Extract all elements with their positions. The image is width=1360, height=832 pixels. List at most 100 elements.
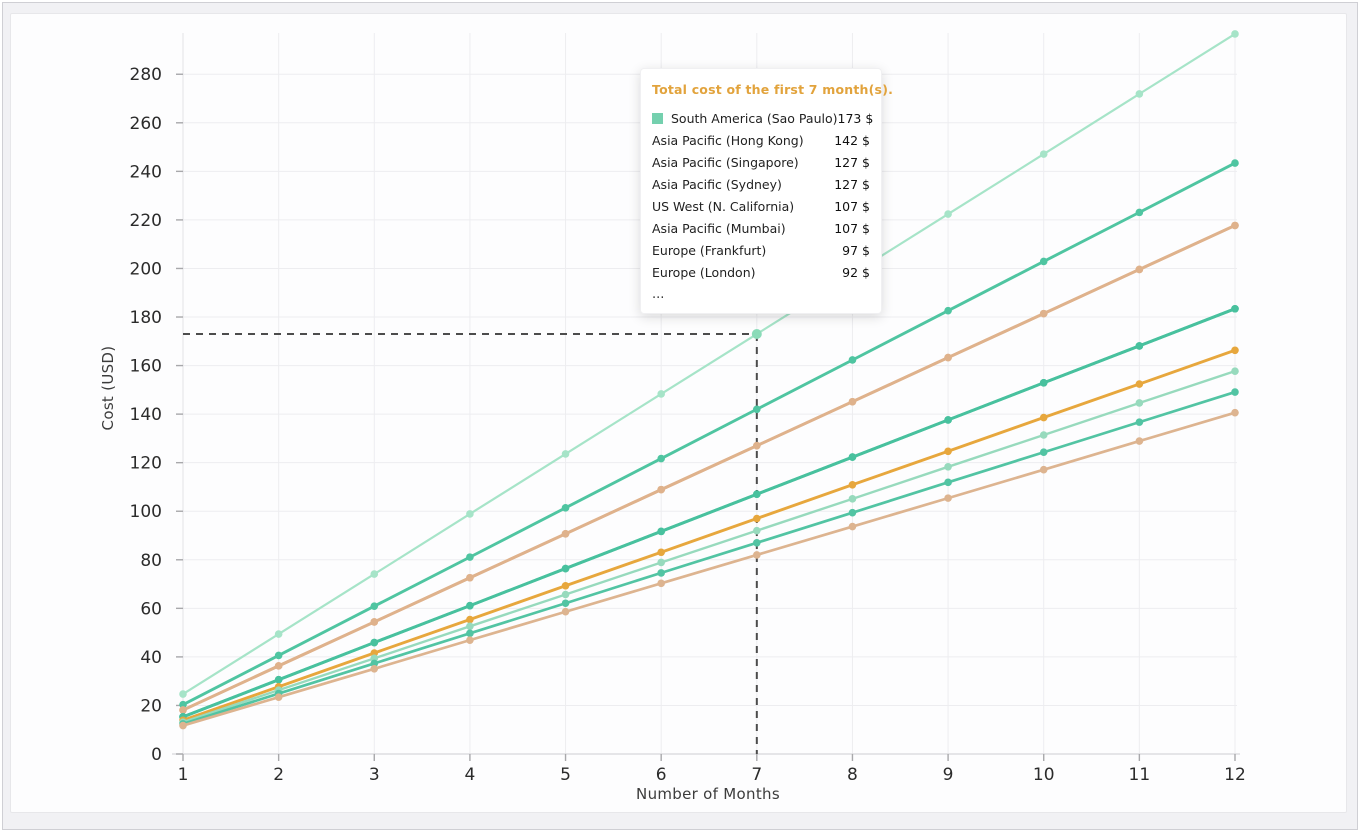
data-point[interactable] [848,480,857,489]
data-point[interactable] [561,590,570,599]
data-point[interactable] [1039,448,1048,457]
y-tick-label: 280 [130,65,162,85]
data-point[interactable] [466,510,474,518]
data-point[interactable] [944,463,952,471]
data-point[interactable] [561,607,570,616]
data-point[interactable] [944,306,952,315]
data-point[interactable] [1039,150,1048,158]
data-point[interactable] [1039,379,1048,387]
data-point[interactable] [1231,221,1239,230]
data-point[interactable] [370,638,379,647]
data-point[interactable] [179,721,187,730]
data-point[interactable] [466,615,474,624]
tooltip-title: Total cost of the first 7 month(s). [652,82,894,97]
data-point[interactable] [753,538,761,547]
data-point[interactable] [370,618,379,626]
data-point[interactable] [370,659,379,668]
data-point[interactable] [370,602,379,610]
data-point[interactable] [657,527,665,536]
data-point[interactable] [848,508,857,517]
data-point[interactable] [1039,431,1048,439]
data-point[interactable] [1039,257,1048,266]
data-point[interactable] [466,601,474,610]
y-tick-label: 80 [140,551,162,571]
data-point[interactable] [657,558,665,567]
data-point[interactable] [848,397,857,406]
series-line-3 [181,224,1237,712]
data-point[interactable] [1039,309,1048,318]
data-point[interactable] [1231,367,1239,375]
y-tick-label: 100 [130,502,162,522]
data-point[interactable] [561,581,570,590]
data-point[interactable] [1039,413,1048,422]
data-point[interactable] [179,706,187,714]
data-point[interactable] [1135,418,1144,426]
data-point[interactable] [274,693,283,701]
data-point[interactable] [657,569,665,577]
data-point[interactable] [179,700,187,709]
data-point[interactable] [370,664,379,673]
data-point[interactable] [561,450,570,458]
y-tick-label: 40 [140,648,162,668]
data-point[interactable] [466,636,474,644]
data-point[interactable] [561,599,570,608]
data-point[interactable] [1135,90,1144,98]
y-tick-label: 180 [130,308,162,328]
data-point[interactable] [848,453,857,461]
tooltip-series-label: Asia Pacific (Hong Kong) [652,132,804,148]
data-point[interactable] [657,390,665,398]
data-point[interactable] [944,353,952,362]
data-point[interactable] [466,553,474,561]
data-point[interactable] [370,570,379,578]
data-point[interactable] [561,564,570,573]
data-point[interactable] [848,495,857,503]
data-point[interactable] [466,622,474,631]
y-axis-title: Cost (USD) [99,345,117,431]
data-point[interactable] [561,504,570,512]
data-point[interactable] [561,530,570,538]
data-point[interactable] [1231,408,1239,417]
tooltip-series-value: 127 $ [834,176,870,192]
data-point[interactable] [1135,342,1144,350]
data-point[interactable] [1231,159,1239,167]
data-point[interactable] [1135,208,1144,217]
data-point[interactable] [179,690,187,698]
data-point[interactable] [753,514,761,523]
hovered-data-point[interactable] [751,329,762,340]
tooltip-row: South America (Sao Paulo) 173 $ [652,107,873,129]
data-point[interactable] [944,210,952,218]
data-point[interactable] [1231,304,1239,313]
data-point[interactable] [848,356,857,364]
data-point[interactable] [753,441,761,450]
data-point[interactable] [753,526,761,535]
data-point[interactable] [657,579,665,588]
data-point[interactable] [1231,30,1239,38]
data-point[interactable] [1135,437,1144,445]
data-point[interactable] [657,454,665,463]
tooltip-series-value: 92 $ [842,264,870,280]
data-point[interactable] [466,629,474,638]
data-point[interactable] [944,447,952,456]
data-point[interactable] [657,548,665,557]
data-point[interactable] [274,630,283,638]
data-point[interactable] [1135,265,1144,274]
data-point[interactable] [753,405,761,414]
data-point[interactable] [944,416,952,424]
data-point[interactable] [274,662,283,670]
data-point[interactable] [753,490,761,499]
data-point[interactable] [274,675,283,684]
data-point[interactable] [753,551,761,559]
data-point[interactable] [370,649,379,657]
data-point[interactable] [1039,465,1048,474]
data-point[interactable] [1231,388,1239,396]
data-point[interactable] [657,485,665,494]
data-point[interactable] [274,651,283,660]
data-point[interactable] [1231,346,1239,355]
data-point[interactable] [848,522,857,531]
data-point[interactable] [466,573,474,582]
data-point[interactable] [944,494,952,502]
data-point[interactable] [944,478,952,487]
data-point[interactable] [1135,399,1144,407]
data-point[interactable] [1135,380,1144,388]
